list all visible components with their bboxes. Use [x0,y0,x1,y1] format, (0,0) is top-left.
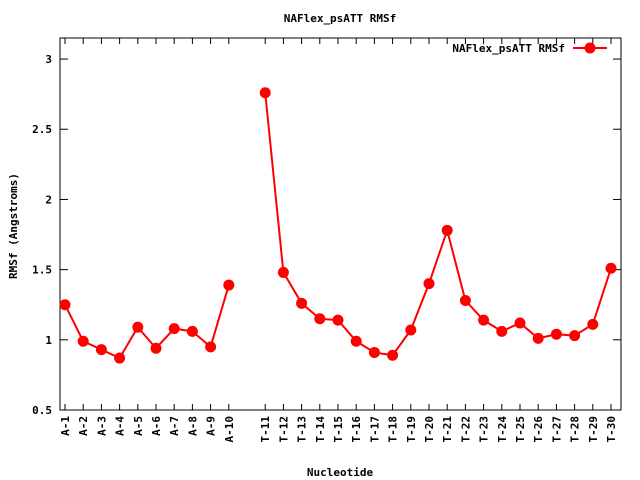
data-point [332,314,344,326]
data-point [368,346,380,358]
x-tick-label: T-11 [259,416,272,443]
x-tick-label: T-27 [550,416,563,443]
data-point [95,344,107,356]
x-tick-label: T-14 [314,416,327,443]
data-point [59,299,71,311]
x-tick-label: T-29 [587,416,600,443]
y-tick-label: 1 [45,334,52,347]
data-point [387,349,399,361]
x-tick-label: T-25 [514,416,527,443]
data-point [496,325,508,337]
data-point [605,262,617,274]
legend-marker [584,42,596,54]
data-point [550,328,562,340]
y-tick-label: 2 [45,193,52,206]
x-tick-label: T-28 [569,416,582,443]
x-tick-label: A-5 [132,416,145,436]
x-tick-label: T-22 [459,416,472,443]
x-tick-label: A-8 [186,416,199,436]
data-point [569,330,581,342]
data-point [314,313,326,325]
x-tick-label: A-2 [77,416,90,436]
data-point [77,335,89,347]
data-point [114,352,126,364]
data-point [459,295,471,307]
x-tick-label: A-1 [59,416,72,436]
x-tick-label: T-17 [368,416,381,443]
x-tick-label: T-18 [387,416,400,443]
data-point [132,321,144,333]
y-axis: 0.5 1 1.5 2 2.5 3 [32,53,621,417]
x-tick-label: T-20 [423,416,436,443]
series-line [64,284,230,360]
data-point [259,87,271,99]
data-point [532,332,544,344]
data-point [587,318,599,330]
data-point [150,342,162,354]
x-tick-label: A-9 [205,416,218,436]
legend: NAFlex_psATT RMSf [452,42,607,55]
data-point [514,317,526,329]
data-point [223,279,235,291]
chart-title: NAFlex_psATT RMSf [284,12,397,25]
data-point [168,323,180,335]
y-tick-label: 1.5 [32,264,52,277]
data-point [423,278,435,290]
x-tick-label: T-13 [296,416,309,443]
data-point [441,224,453,236]
x-tick-label: T-24 [496,416,509,443]
x-tick-label: T-19 [405,416,418,443]
series-group [59,87,617,364]
y-axis-label: RMSf (Angstroms) [7,173,20,279]
x-tick-label: A-7 [168,416,181,436]
x-tick-label: A-3 [95,416,108,436]
data-point [350,335,362,347]
x-tick-label: T-16 [350,416,363,443]
data-point [205,341,217,353]
y-tick-label: 2.5 [32,123,52,136]
plot-frame [59,37,622,411]
x-axis-label: Nucleotide [307,466,374,479]
x-tick-label: A-4 [114,416,127,436]
x-tick-label: A-10 [223,416,236,443]
data-point [405,324,417,336]
y-tick-label: 3 [45,53,52,66]
data-point [186,325,198,337]
x-tick-label: T-12 [277,416,290,443]
y-tick-label: 0.5 [32,404,52,417]
x-axis: A-1 A-2 A-3 A-4 A-5 A-6 A-7 A-8 A-9 A-10 T-11 T-12 T… [59,38,618,443]
data-point [478,314,490,326]
x-tick-label: T-30 [605,416,618,443]
x-tick-label: T-26 [532,416,545,443]
x-tick-label: T-21 [441,416,454,443]
data-point [296,297,308,309]
x-tick-label: T-23 [478,416,491,443]
data-point [277,266,289,278]
x-tick-label: T-15 [332,416,345,443]
x-tick-label: A-6 [150,416,163,436]
legend-label: NAFlex_psATT RMSf [452,42,565,55]
